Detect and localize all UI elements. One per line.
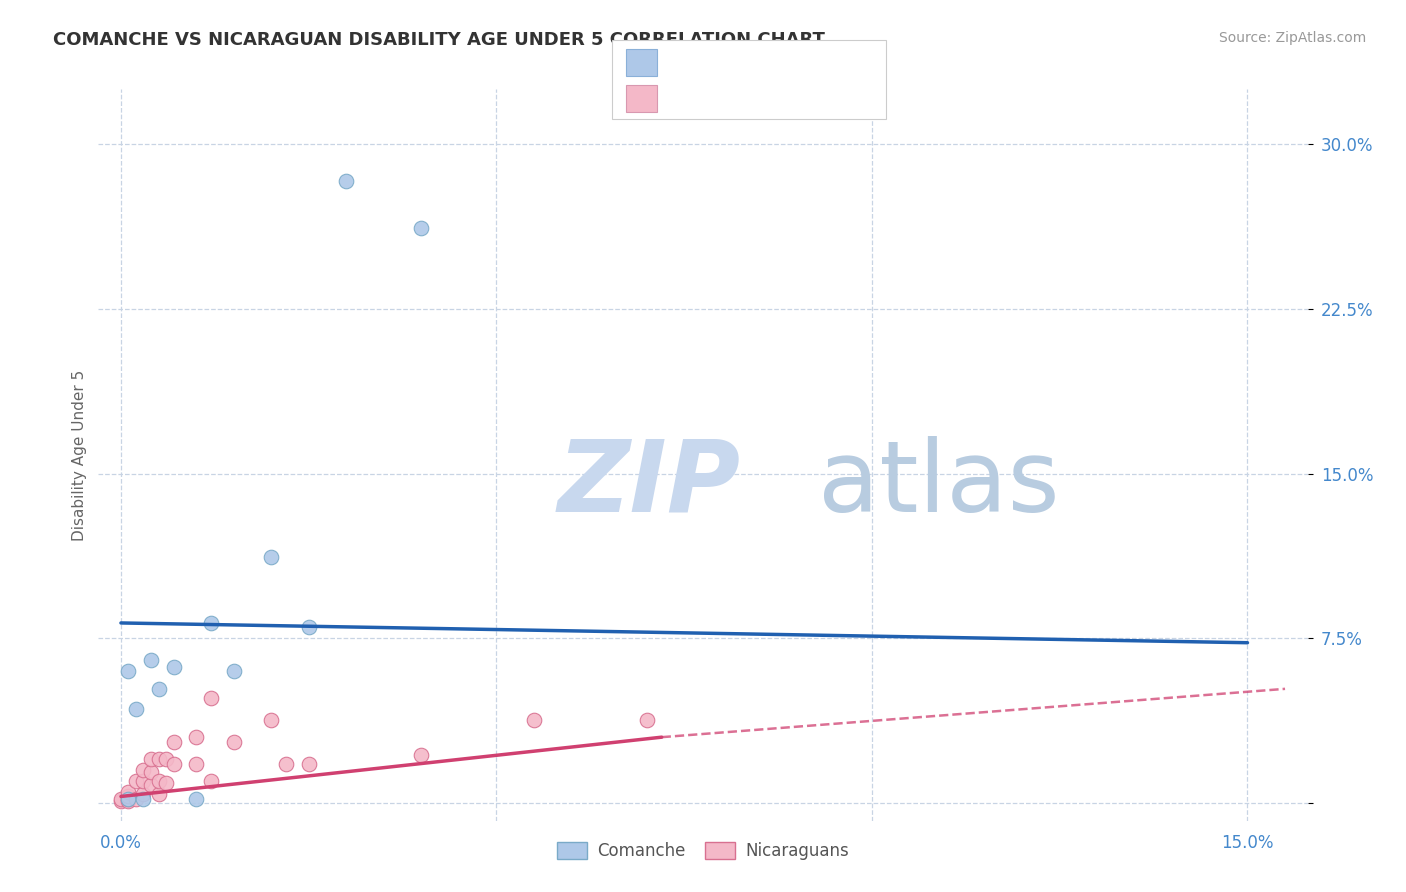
Text: ZIP: ZIP	[558, 435, 741, 533]
Point	[411, 220, 433, 235]
Point	[117, 789, 139, 804]
Point	[132, 763, 155, 777]
Point	[139, 653, 162, 667]
Point	[117, 791, 139, 805]
Point	[200, 615, 222, 630]
Legend: Comanche, Nicaraguans: Comanche, Nicaraguans	[550, 836, 856, 867]
Point	[125, 701, 148, 715]
Point	[222, 734, 245, 748]
Point	[117, 791, 139, 805]
Point	[110, 794, 132, 808]
Text: R =  0.357   N = 32: R = 0.357 N = 32	[666, 85, 830, 103]
Point	[222, 665, 245, 679]
Point	[148, 774, 170, 789]
Point	[162, 660, 184, 674]
Point	[260, 550, 283, 565]
Point	[148, 752, 170, 766]
Point	[139, 752, 162, 766]
Point	[335, 174, 357, 188]
Point	[125, 774, 148, 789]
Point	[162, 734, 184, 748]
Point	[132, 791, 155, 805]
Point	[636, 713, 658, 727]
Point	[155, 776, 177, 790]
Point	[155, 752, 177, 766]
Point	[125, 791, 148, 805]
Text: COMANCHE VS NICARAGUAN DISABILITY AGE UNDER 5 CORRELATION CHART: COMANCHE VS NICARAGUAN DISABILITY AGE UN…	[53, 31, 825, 49]
Point	[200, 774, 222, 789]
Point	[162, 756, 184, 771]
Point	[132, 787, 155, 801]
Point	[184, 730, 207, 744]
Point	[139, 765, 162, 780]
Point	[110, 791, 132, 805]
Point	[298, 756, 321, 771]
Point	[184, 756, 207, 771]
Point	[117, 785, 139, 799]
Point	[132, 774, 155, 789]
Text: atlas: atlas	[818, 435, 1060, 533]
Text: R = -0.018   N = 14: R = -0.018 N = 14	[666, 49, 830, 68]
Point	[260, 713, 283, 727]
Y-axis label: Disability Age Under 5: Disability Age Under 5	[72, 369, 87, 541]
Point	[148, 787, 170, 801]
Text: Source: ZipAtlas.com: Source: ZipAtlas.com	[1219, 31, 1367, 45]
Point	[117, 794, 139, 808]
Point	[298, 620, 321, 634]
Point	[276, 756, 298, 771]
Point	[139, 779, 162, 793]
Point	[117, 665, 139, 679]
Point	[411, 747, 433, 762]
Point	[523, 713, 546, 727]
Point	[184, 791, 207, 805]
Point	[200, 690, 222, 705]
Point	[148, 681, 170, 696]
